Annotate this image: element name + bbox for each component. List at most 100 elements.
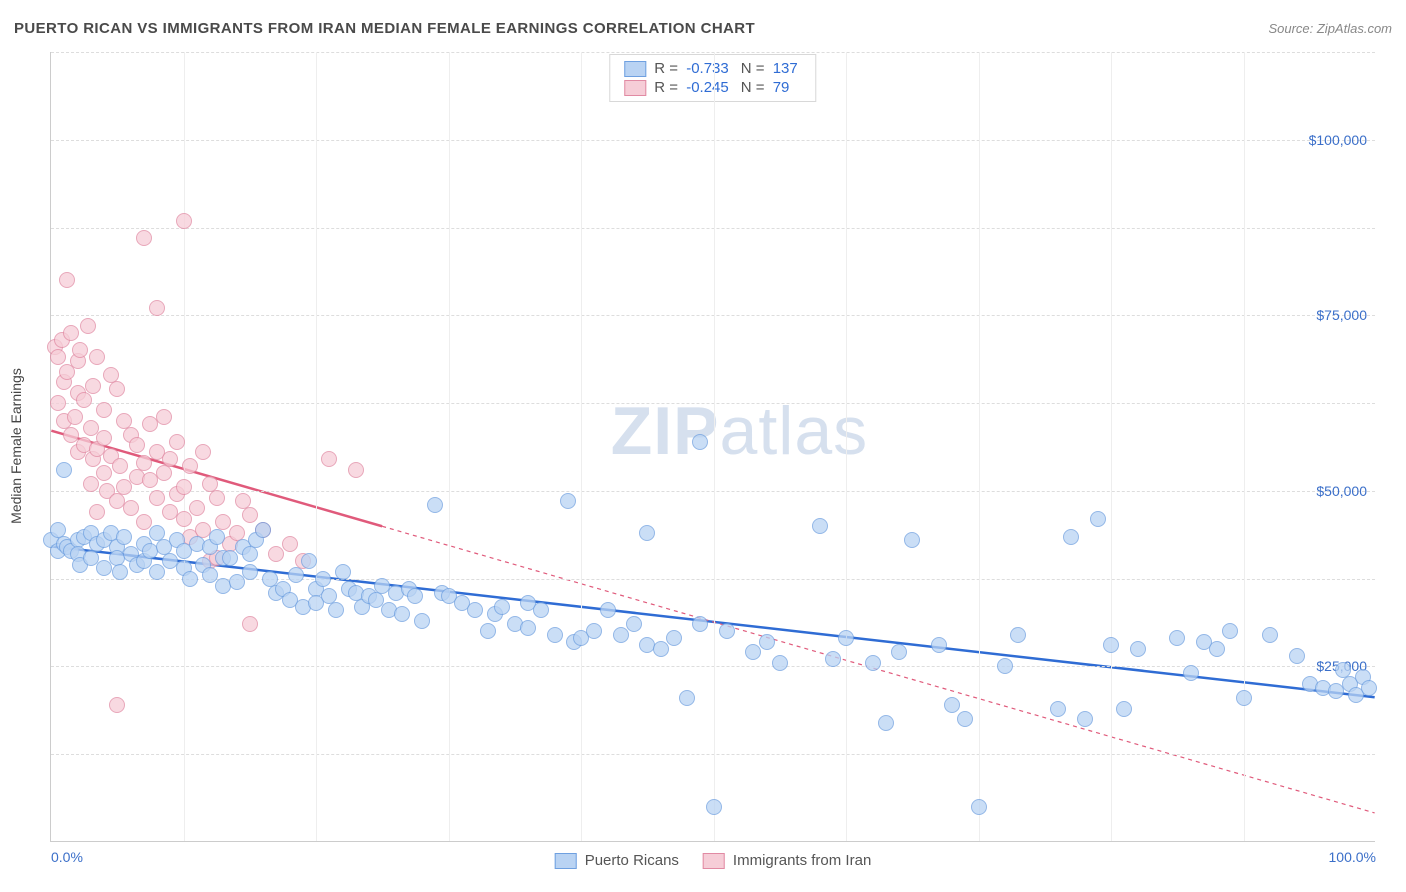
data-point [149,300,165,316]
data-point [242,564,258,580]
legend-swatch [555,853,577,869]
data-point [136,455,152,471]
data-point [838,630,854,646]
data-point [407,588,423,604]
data-point [129,437,145,453]
data-point [301,553,317,569]
data-point [76,392,92,408]
data-point [288,567,304,583]
data-point [692,616,708,632]
data-point [176,511,192,527]
chart-title: PUERTO RICAN VS IMMIGRANTS FROM IRAN MED… [14,20,755,37]
data-point [335,564,351,580]
x-tick-label: 100.0% [1329,849,1376,865]
data-point [692,434,708,450]
data-point [116,479,132,495]
data-point [50,395,66,411]
data-point [586,623,602,639]
data-point [176,479,192,495]
legend-label: Puerto Ricans [585,852,679,869]
data-point [209,529,225,545]
data-point [1209,641,1225,657]
data-point [865,655,881,671]
data-point [72,342,88,358]
data-point [520,620,536,636]
data-point [315,571,331,587]
data-point [195,444,211,460]
data-point [242,546,258,562]
gridline-v [1111,52,1112,841]
series-legend: Puerto Ricans Immigrants from Iran [555,852,872,869]
data-point [348,462,364,478]
data-point [242,616,258,632]
gridline-v [184,52,185,841]
data-point [268,546,284,562]
data-point [560,493,576,509]
data-point [321,451,337,467]
data-point [149,564,165,580]
data-point [494,599,510,615]
data-point [719,623,735,639]
data-point [639,525,655,541]
data-point [162,451,178,467]
data-point [1183,665,1199,681]
data-point [533,602,549,618]
data-point [1050,701,1066,717]
data-point [772,655,788,671]
gridline-v [316,52,317,841]
data-point [59,272,75,288]
data-point [825,651,841,667]
data-point [123,500,139,516]
data-point [547,627,563,643]
data-point [176,213,192,229]
data-point [1010,627,1026,643]
data-point [957,711,973,727]
data-point [85,378,101,394]
data-point [169,434,185,450]
gridline-v [1244,52,1245,841]
data-point [666,630,682,646]
x-tick-label: 0.0% [51,849,83,865]
data-point [112,458,128,474]
data-point [679,690,695,706]
data-point [480,623,496,639]
data-point [242,507,258,523]
data-point [891,644,907,660]
legend-label: Immigrants from Iran [733,852,871,869]
data-point [1090,511,1106,527]
data-point [109,697,125,713]
data-point [1116,701,1132,717]
data-point [1361,680,1377,696]
data-point [759,634,775,650]
data-point [229,574,245,590]
r-stat: R = -0.245 [654,79,732,96]
data-point [282,536,298,552]
r-stat: R = -0.733 [654,60,732,77]
data-point [878,715,894,731]
data-point [904,532,920,548]
data-point [626,616,642,632]
data-point [1169,630,1185,646]
data-point [96,430,112,446]
source-attribution: Source: ZipAtlas.com [1268,21,1392,36]
legend-item: Immigrants from Iran [703,852,871,869]
y-tick-label: $100,000 [1309,132,1367,148]
data-point [745,644,761,660]
data-point [600,602,616,618]
data-point [63,325,79,341]
data-point [96,465,112,481]
data-point [80,318,96,334]
data-point [1077,711,1093,727]
data-point [182,571,198,587]
data-point [414,613,430,629]
data-point [427,497,443,513]
data-point [997,658,1013,674]
data-point [328,602,344,618]
data-point [149,490,165,506]
scatter-plot: ZIPatlas R = -0.733N = 137R = -0.245N = … [50,52,1375,842]
data-point [255,522,271,538]
data-point [394,606,410,622]
data-point [944,697,960,713]
data-point [96,560,112,576]
data-point [56,462,72,478]
